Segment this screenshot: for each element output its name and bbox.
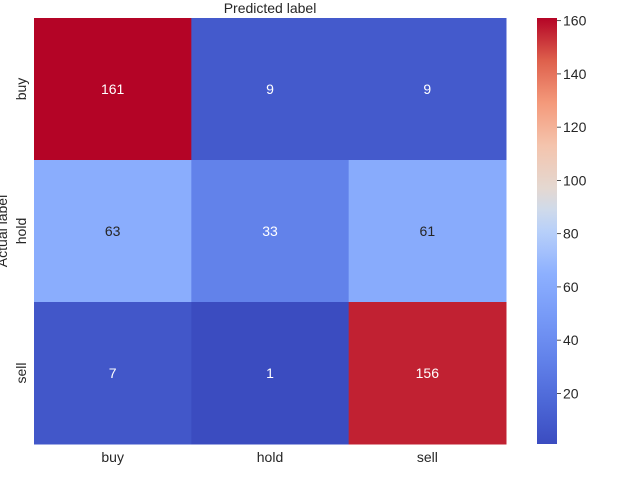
y-axis-title: Actual label — [0, 195, 10, 267]
x-tick-labels: buy hold sell — [101, 449, 437, 465]
heatmap-cell-sell-sell — [348, 302, 507, 445]
y-tick-sell: sell — [13, 362, 29, 383]
colorbar-ticks: 20 40 60 80 100 120 140 160 — [557, 13, 587, 401]
x-axis-title: Predicted label — [224, 0, 317, 16]
heatmap-cell-hold-hold — [191, 160, 350, 303]
colorbar-tick-label-160: 160 — [563, 13, 587, 29]
cell-value-buy-buy: 161 — [101, 81, 125, 97]
heatmap-cell-labels: 161 9 9 63 33 61 7 1 156 — [101, 81, 439, 381]
cell-value-buy-sell: 9 — [423, 81, 431, 97]
cell-value-hold-sell: 61 — [420, 223, 436, 239]
colorbar-tick-label-120: 120 — [563, 119, 587, 135]
y-tick-hold: hold — [13, 218, 29, 244]
colorbar — [537, 18, 557, 444]
cell-value-hold-buy: 63 — [105, 223, 121, 239]
cell-value-sell-hold: 1 — [266, 365, 274, 381]
heatmap-cell-buy-sell — [348, 18, 507, 161]
x-tick-sell: sell — [417, 449, 438, 465]
heatmap-cell-buy-hold — [191, 18, 350, 161]
cell-value-buy-hold: 9 — [266, 81, 274, 97]
heatmap-cell-buy-buy — [34, 18, 192, 161]
y-tick-buy: buy — [13, 78, 29, 101]
colorbar-tick-label-20: 20 — [563, 385, 579, 401]
colorbar-tick-label-100: 100 — [563, 172, 587, 188]
y-tick-labels: buy hold sell — [13, 78, 29, 384]
heatmap-cell-hold-sell — [348, 160, 507, 303]
colorbar-tick-label-140: 140 — [563, 66, 587, 82]
cell-value-sell-buy: 7 — [109, 365, 117, 381]
heatmap-cell-hold-buy — [34, 160, 192, 303]
colorbar-tick-label-40: 40 — [563, 332, 579, 348]
x-tick-buy: buy — [101, 449, 124, 465]
cell-value-sell-sell: 156 — [416, 365, 440, 381]
heatmap-cell-sell-buy — [34, 302, 192, 445]
heatmap-cell-sell-hold — [191, 302, 350, 445]
heatmap-cells — [34, 18, 507, 445]
colorbar-tick-label-80: 80 — [563, 226, 579, 242]
cell-value-hold-hold: 33 — [262, 223, 278, 239]
colorbar-tick-label-60: 60 — [563, 279, 579, 295]
x-tick-hold: hold — [257, 449, 283, 465]
